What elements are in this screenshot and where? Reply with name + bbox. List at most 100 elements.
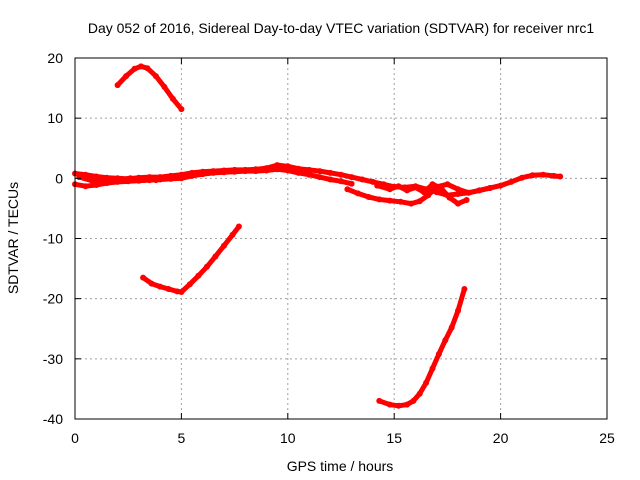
data-point — [189, 172, 195, 179]
data-point — [138, 63, 144, 70]
data-point — [497, 182, 504, 189]
x-tick-label: 10 — [280, 430, 296, 446]
data-point — [365, 194, 372, 200]
data-point — [442, 337, 449, 344]
data-point — [376, 196, 383, 203]
data-point — [404, 401, 410, 408]
data-point — [212, 253, 219, 260]
data-point — [316, 168, 323, 175]
data-point — [455, 191, 461, 197]
x-tick-label: 5 — [178, 430, 186, 446]
data-point — [140, 175, 147, 182]
data-point — [476, 187, 483, 194]
data-point — [429, 365, 436, 372]
data-point — [327, 169, 334, 176]
data-point — [435, 351, 442, 357]
data-point — [327, 176, 334, 183]
data-point — [148, 280, 155, 287]
data-point — [89, 177, 95, 184]
data-point — [550, 172, 557, 179]
y-tick-label: -30 — [43, 351, 63, 367]
axis-ticks — [74, 57, 608, 420]
data-point — [140, 274, 147, 281]
y-tick-label: 10 — [47, 110, 63, 126]
data-point — [284, 167, 291, 174]
data-point — [306, 171, 313, 178]
data-point — [221, 169, 227, 176]
data-point — [93, 173, 100, 180]
data-point — [348, 180, 355, 187]
data-point — [374, 182, 381, 189]
data-point — [557, 173, 564, 180]
data-point — [438, 185, 444, 191]
x-tick-label: 25 — [599, 430, 615, 446]
y-axis-label: SDTVAR / TECUs — [5, 182, 21, 294]
data-point — [169, 95, 176, 102]
data-point — [518, 174, 525, 181]
data-point — [123, 73, 130, 80]
data-point — [242, 168, 249, 175]
data-point — [355, 190, 361, 197]
data-point — [178, 175, 185, 182]
data-point — [487, 185, 493, 191]
y-tick-label: -10 — [43, 231, 63, 247]
data-point — [252, 168, 259, 175]
data-point — [221, 242, 227, 249]
data-point — [263, 167, 270, 174]
data-point — [165, 286, 172, 292]
data-point — [76, 174, 83, 181]
x-tick-label: 0 — [71, 430, 79, 446]
y-tick-label: -40 — [43, 411, 63, 427]
data-point — [376, 397, 383, 404]
data-point — [348, 174, 355, 181]
data-point — [408, 200, 415, 207]
data-point — [395, 402, 402, 409]
data-point — [425, 192, 432, 199]
x-tick-label: 15 — [386, 430, 402, 446]
data-point — [144, 65, 151, 72]
data-point — [127, 175, 134, 182]
data-point — [131, 65, 138, 72]
y-tick-label: 20 — [47, 50, 63, 66]
data-point — [344, 186, 351, 193]
data-point — [463, 197, 470, 203]
chart-title: Day 052 of 2016, Sidereal Day-to-day VTE… — [88, 20, 594, 36]
data-point — [186, 281, 193, 288]
data-point — [369, 178, 376, 185]
data-point — [444, 181, 451, 188]
data-point — [178, 106, 185, 113]
data-point — [114, 82, 121, 89]
data-point — [178, 289, 185, 295]
data-point — [274, 162, 281, 169]
x-axis-label: GPS time / hours — [287, 458, 394, 474]
data-point — [114, 177, 121, 184]
data-point — [412, 184, 419, 191]
data-point — [461, 286, 468, 292]
data-point — [235, 223, 242, 230]
data-point — [203, 263, 210, 270]
data-point — [446, 194, 453, 201]
y-tick-label: 0 — [55, 170, 63, 186]
data-point — [229, 231, 236, 238]
data-point — [386, 186, 393, 193]
data-point — [274, 166, 281, 173]
data-point — [316, 174, 323, 181]
data-point — [416, 198, 423, 205]
data-point — [152, 73, 159, 80]
data-point — [161, 83, 168, 90]
data-point — [529, 172, 536, 179]
data-point — [101, 178, 108, 185]
data-point — [455, 307, 461, 314]
data-point — [397, 198, 404, 205]
data-point — [395, 183, 402, 190]
data-point — [195, 272, 202, 279]
x-tick-label: 20 — [493, 430, 509, 446]
y-tick-label: -20 — [43, 291, 63, 307]
data-point — [306, 166, 313, 173]
axis-tick-labels: 0 5 10 15 20 25 -40 -30 -20 -10 0 10 20 — [43, 50, 615, 446]
data-point — [465, 189, 472, 196]
data-point — [455, 200, 461, 207]
data-point — [386, 401, 393, 408]
data-point — [448, 324, 455, 331]
